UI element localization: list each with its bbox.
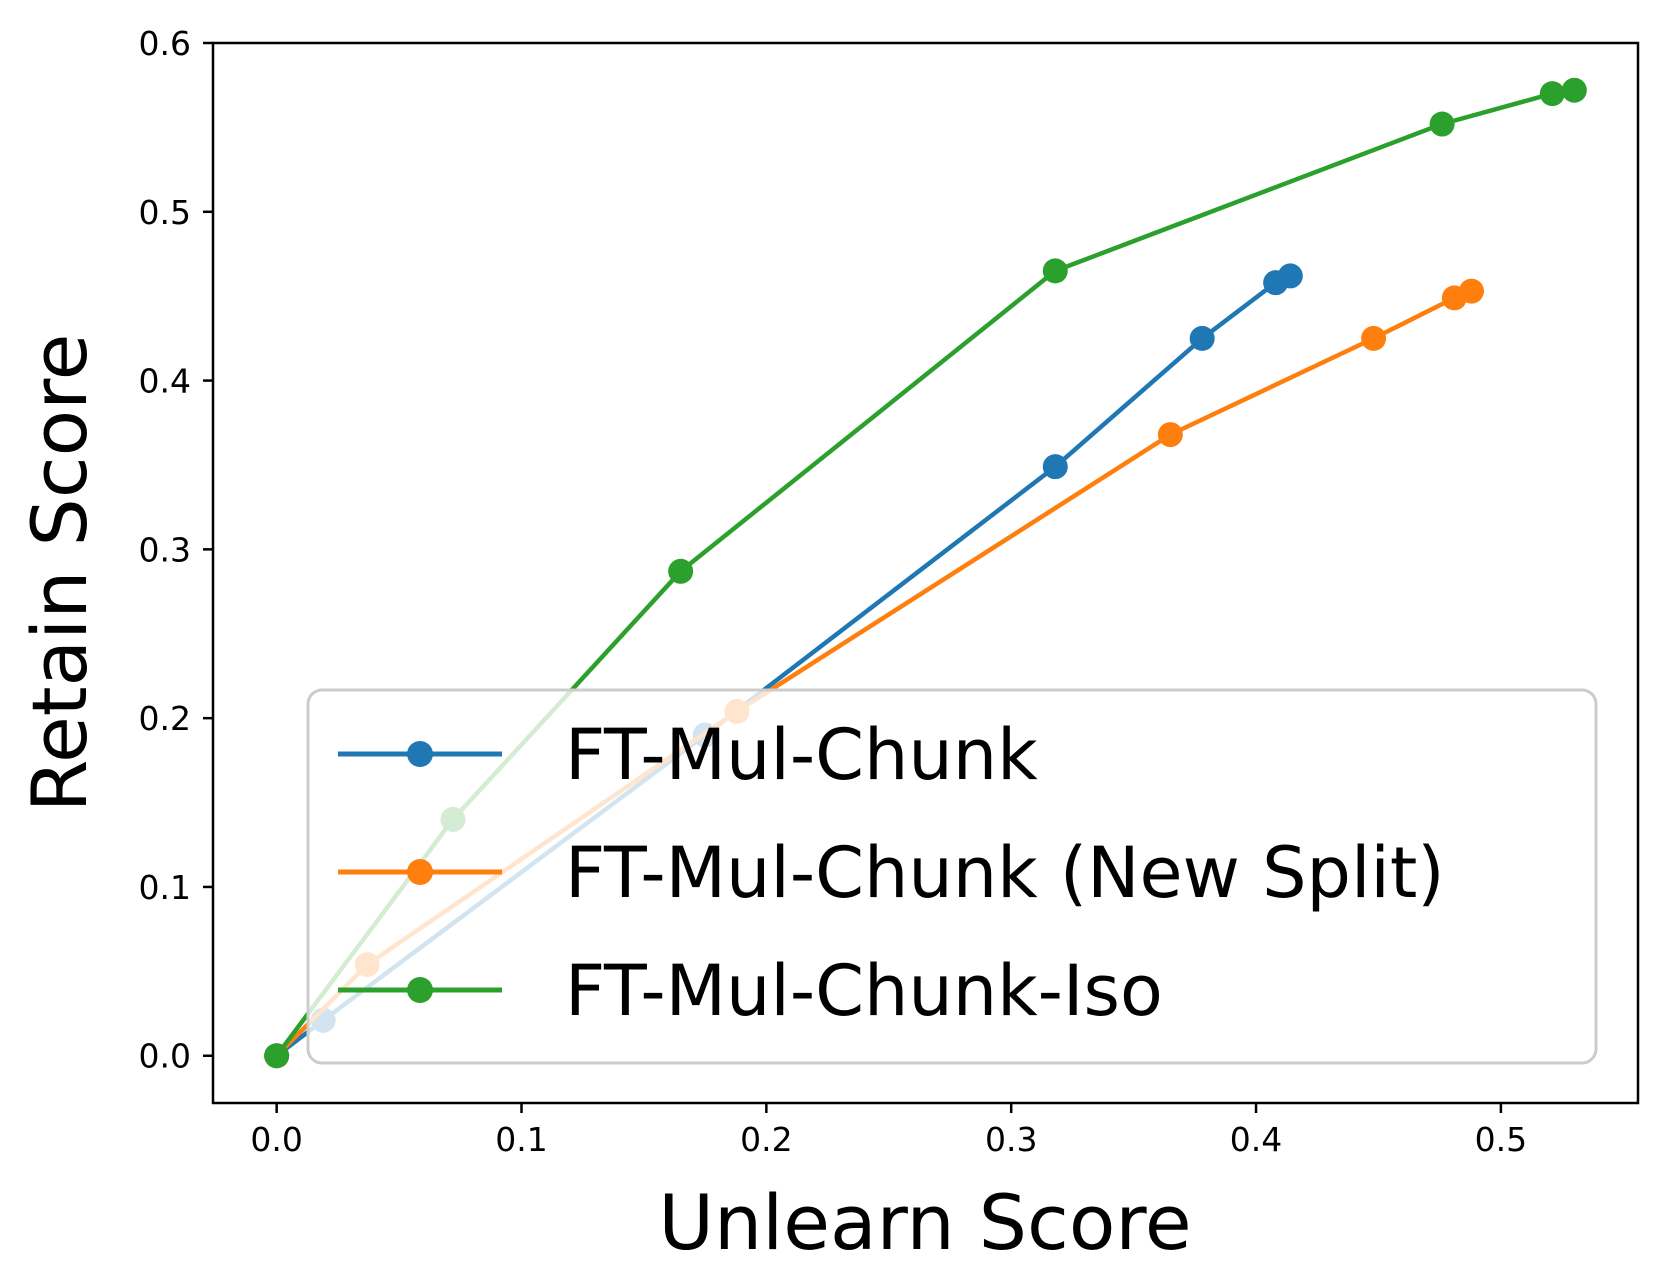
x-tick-label: 0.0 bbox=[250, 1120, 302, 1159]
x-tick-label: 0.5 bbox=[1475, 1120, 1527, 1159]
legend-item: FT-Mul-Chunk bbox=[338, 714, 1038, 796]
y-tick-label: 0.1 bbox=[139, 868, 191, 907]
legend-box bbox=[306, 688, 1598, 1065]
legend-label: FT-Mul-Chunk-Iso bbox=[565, 950, 1163, 1032]
y-tick-label: 0.3 bbox=[139, 530, 191, 569]
x-tick-label: 0.1 bbox=[495, 1120, 547, 1159]
legend-label: FT-Mul-Chunk (New Split) bbox=[565, 832, 1445, 914]
legend: FT-Mul-Chunk FT-Mul-Chunk (New Split) FT-M… bbox=[306, 688, 1598, 1065]
y-tick-label: 0.6 bbox=[139, 24, 191, 63]
plot-frame bbox=[211, 41, 1640, 1105]
data-point bbox=[264, 1043, 290, 1069]
legend-marker bbox=[407, 859, 433, 885]
x-axis-title: Unlearn Score bbox=[658, 1178, 1191, 1267]
x-axis: 0.0 0.1 0.2 0.3 0.4 0.5 bbox=[250, 1103, 1527, 1159]
data-point bbox=[1277, 263, 1303, 289]
data-point bbox=[1361, 325, 1387, 351]
y-axis-title: Retain Score bbox=[15, 334, 104, 813]
y-tick-label: 0.4 bbox=[139, 362, 191, 401]
x-tick-label: 0.2 bbox=[740, 1120, 792, 1159]
x-tick-label: 0.3 bbox=[985, 1120, 1037, 1159]
data-point bbox=[668, 558, 694, 584]
data-point bbox=[1459, 278, 1485, 304]
legend-marker bbox=[407, 741, 433, 767]
legend-marker bbox=[407, 977, 433, 1003]
data-point bbox=[1157, 422, 1183, 448]
data-point bbox=[1539, 81, 1565, 107]
data-point bbox=[1042, 258, 1068, 284]
data-point bbox=[1429, 111, 1455, 137]
y-tick-label: 0.0 bbox=[139, 1037, 191, 1076]
legend-label: FT-Mul-Chunk bbox=[565, 714, 1038, 796]
data-point bbox=[1042, 454, 1068, 480]
legend-item: FT-Mul-Chunk (New Split) bbox=[338, 832, 1445, 914]
y-tick-label: 0.5 bbox=[139, 193, 191, 232]
x-tick-label: 0.4 bbox=[1230, 1120, 1282, 1159]
y-tick-label: 0.2 bbox=[139, 699, 191, 738]
legend-item: FT-Mul-Chunk-Iso bbox=[338, 950, 1163, 1032]
y-axis: 0.0 0.1 0.2 0.3 0.4 0.5 0.6 bbox=[139, 24, 213, 1076]
data-point bbox=[1561, 77, 1587, 103]
data-point bbox=[1189, 325, 1215, 351]
